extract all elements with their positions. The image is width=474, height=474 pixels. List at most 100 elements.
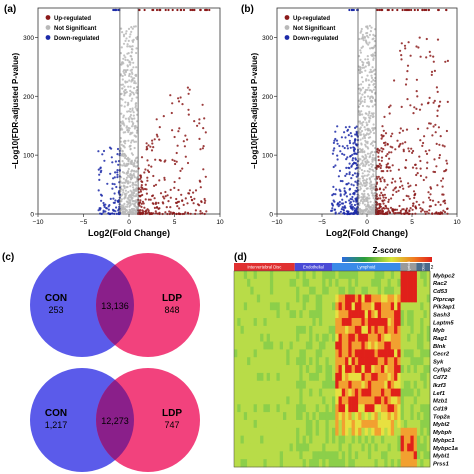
heatmap-cell (315, 459, 320, 468)
heatmap-cell (325, 349, 330, 358)
heatmap-cell (367, 451, 372, 460)
y-tick-label: 300 (262, 35, 273, 42)
heatmap-cell (400, 357, 405, 366)
heatmap-cell (234, 388, 238, 397)
point (336, 154, 339, 157)
point (129, 113, 133, 117)
point (358, 87, 361, 90)
heatmap-cell (292, 404, 297, 413)
point (336, 158, 339, 161)
heatmap-cell (289, 404, 294, 413)
point (346, 156, 349, 159)
point (372, 47, 375, 50)
heatmap-cell (332, 451, 336, 460)
heatmap-cell (305, 302, 310, 311)
point (338, 144, 341, 148)
point (441, 212, 444, 215)
heatmap-cell (286, 271, 290, 280)
heatmap-cell (358, 286, 362, 295)
heatmap-cell (410, 294, 414, 303)
point (411, 212, 414, 216)
heatmap-cell (250, 318, 254, 327)
heatmap-cell (351, 365, 356, 374)
heatmap-cell (283, 310, 287, 319)
point (412, 202, 415, 205)
heatmap-cell (253, 310, 258, 319)
point-saturated (112, 8, 115, 12)
heatmap-cell (322, 325, 326, 335)
heatmap-cell (243, 388, 248, 397)
heatmap-cell (341, 388, 346, 397)
point (147, 144, 150, 147)
heatmap-cell (302, 318, 307, 327)
point (173, 159, 176, 162)
point (129, 89, 132, 92)
point (175, 212, 178, 215)
point (423, 210, 426, 213)
heatmap-cell (354, 404, 359, 413)
panel-label-d: (d) (234, 252, 247, 263)
point (125, 176, 129, 179)
heatmap-cell (273, 325, 277, 335)
heatmap-cell (358, 357, 362, 366)
heatmap-cell (394, 459, 398, 468)
point (134, 126, 137, 129)
heatmap-cell (279, 388, 284, 397)
heatmap-cell (348, 325, 352, 335)
heatmap-cell (289, 365, 294, 374)
point (199, 186, 202, 189)
heatmap-cell (361, 388, 365, 397)
point (358, 167, 361, 170)
heatmap-cell (332, 419, 336, 429)
heatmap-cell (325, 451, 330, 460)
heatmap-cell (381, 294, 385, 303)
heatmap-cell (279, 443, 284, 452)
heatmap-cell (237, 388, 241, 397)
heatmap-cell (247, 302, 251, 311)
point (415, 107, 418, 110)
point (419, 139, 422, 142)
heatmap-cell (305, 333, 310, 342)
heatmap-cell (364, 302, 369, 311)
heatmap-cell (364, 365, 369, 374)
point (127, 118, 131, 121)
point (134, 159, 137, 162)
heatmap-cell (286, 380, 290, 389)
point (380, 137, 383, 140)
point (366, 26, 369, 29)
point (411, 166, 415, 169)
point (362, 211, 365, 214)
heatmap-cell (279, 286, 284, 295)
heatmap-cell (407, 278, 411, 287)
point (128, 60, 131, 63)
heatmap-cell (286, 294, 290, 303)
point (372, 57, 375, 60)
heatmap-cell (420, 443, 424, 452)
point (446, 162, 449, 165)
heatmap-cell (318, 372, 323, 382)
heatmap-cell (263, 443, 267, 452)
point (132, 114, 135, 117)
point (147, 164, 150, 167)
heatmap-cell (260, 372, 264, 382)
heatmap-cell (260, 318, 264, 327)
heatmap-cell (328, 419, 333, 429)
point (203, 117, 206, 120)
heatmap-cell (256, 357, 261, 366)
heatmap-cell (410, 341, 414, 350)
point (420, 103, 423, 106)
heatmap-cell (247, 427, 251, 436)
point (128, 72, 131, 76)
heatmap-cell (260, 349, 264, 358)
point (164, 195, 167, 198)
heatmap-cell (322, 349, 326, 358)
heatmap-cell (335, 380, 339, 389)
point (131, 181, 134, 184)
point (145, 192, 148, 195)
point (333, 208, 337, 211)
heatmap-cell (354, 459, 359, 468)
heatmap-cell (381, 286, 385, 295)
point (139, 188, 142, 191)
heatmap-cell (286, 302, 290, 311)
point (126, 68, 129, 72)
